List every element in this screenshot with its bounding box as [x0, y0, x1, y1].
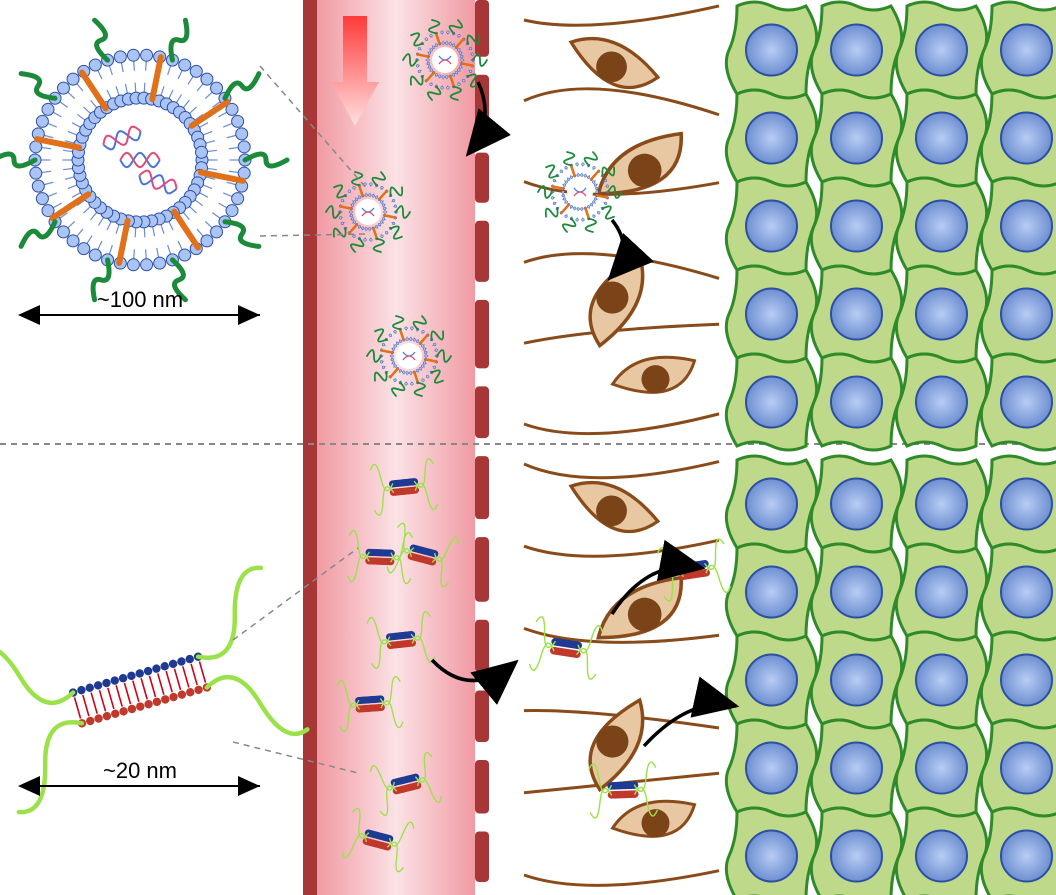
tumor-nucleus	[1001, 479, 1052, 530]
tumor-nucleus	[1001, 113, 1052, 164]
tumor-nucleus	[1001, 201, 1052, 252]
tumor-nucleus	[746, 567, 797, 618]
tumor-nucleus	[916, 831, 967, 882]
tumor-nucleus	[746, 113, 797, 164]
tumor-block	[726, 2, 1056, 450]
tumor-nucleus	[916, 743, 967, 794]
tumor-nucleus	[916, 289, 967, 340]
vessel-lumen	[317, 0, 475, 895]
tumor-nucleus	[1001, 377, 1052, 428]
collagen-fiber	[524, 414, 719, 434]
tumor-nucleus	[831, 655, 882, 706]
fibroblast-cell	[589, 117, 695, 216]
tumor-nucleus	[831, 25, 882, 76]
tumor-nucleus	[831, 831, 882, 882]
tumor-nucleus	[916, 25, 967, 76]
tumor-nucleus	[831, 201, 882, 252]
tumor-nucleus	[831, 377, 882, 428]
collagen-fiber	[524, 89, 719, 115]
tumor-block	[726, 456, 1056, 895]
tumor-nucleus	[831, 113, 882, 164]
collagen-fiber	[524, 6, 719, 25]
dimension-label: ~20 nm	[103, 758, 177, 783]
tumor-nucleus	[916, 655, 967, 706]
fibroblast-cell	[563, 30, 664, 97]
tumor-nucleus	[831, 743, 882, 794]
fibroblast-cell	[580, 246, 653, 352]
tumor-nucleus	[746, 479, 797, 530]
tumor-nucleus	[916, 201, 967, 252]
liposome-detail	[0, 20, 287, 300]
tumor-nucleus	[746, 289, 797, 340]
tumor-nucleus	[1001, 25, 1052, 76]
collagen-fiber	[524, 540, 719, 556]
tumor-nucleus	[916, 479, 967, 530]
tumor-nucleus	[831, 567, 882, 618]
tumor-nucleus	[916, 113, 967, 164]
tumor-nucleus	[831, 479, 882, 530]
collagen-fiber	[524, 871, 719, 886]
tumor-nucleus	[831, 289, 882, 340]
tumor-nucleus	[1001, 831, 1052, 882]
tumor-nucleus	[1001, 655, 1052, 706]
tumor-nucleus	[916, 377, 967, 428]
fibroblast-cell	[609, 344, 701, 407]
tumor-nucleus	[746, 25, 797, 76]
fibroblast-cell	[563, 474, 664, 541]
tumor-nucleus	[1001, 289, 1052, 340]
liposome-icon	[538, 152, 622, 232]
tumor-nucleus	[916, 567, 967, 618]
tumor-nucleus	[1001, 567, 1052, 618]
tumor-nucleus	[1001, 743, 1052, 794]
tumor-nucleus	[746, 377, 797, 428]
small-np-icon	[529, 616, 603, 680]
dimension-label: ~100 nm	[97, 287, 183, 312]
tumor-nucleus	[746, 655, 797, 706]
tumor-nucleus	[746, 831, 797, 882]
stroma-block	[524, 6, 719, 434]
stroma-block	[524, 462, 719, 886]
collagen-fiber	[524, 462, 719, 478]
tumor-nucleus	[746, 743, 797, 794]
tumor-nucleus	[746, 201, 797, 252]
